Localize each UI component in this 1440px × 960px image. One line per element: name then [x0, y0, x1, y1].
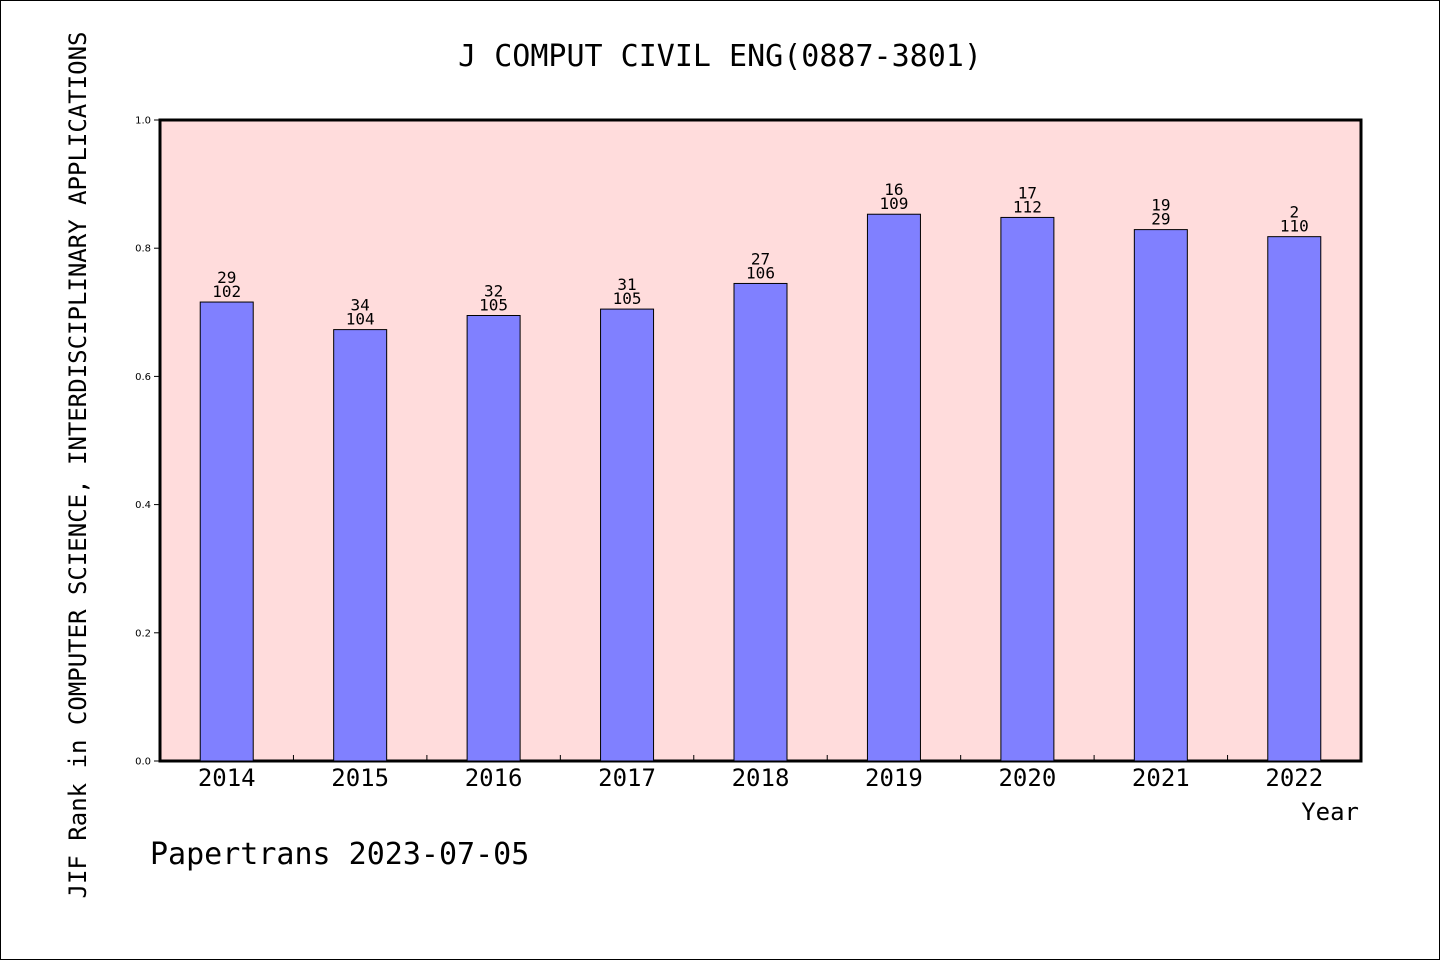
bar-total-label: 109 [879, 194, 908, 213]
bar-total-label: 110 [1280, 217, 1309, 236]
bar-2017 [600, 308, 655, 762]
bar-series [199, 213, 1322, 762]
x-tick-label: 2022 [1265, 764, 1323, 792]
bar-rank-label: 31 [617, 275, 636, 294]
bar-total-label: 29 [1151, 210, 1170, 229]
bar-rank-label: 16 [884, 180, 903, 199]
y-tick-label: 0.4 [135, 500, 151, 511]
x-tick-label: 2020 [998, 764, 1056, 792]
bar-total-label: 105 [479, 296, 508, 315]
bar-rank-label: 34 [351, 296, 370, 315]
bar-total-label: 106 [746, 263, 775, 282]
y-tick-label: 0.2 [135, 628, 151, 639]
bar-2019 [866, 213, 921, 762]
x-tick-label: 2016 [465, 764, 523, 792]
x-tick-label: 2018 [732, 764, 790, 792]
bar-rank-label: 32 [484, 282, 503, 301]
y-tick-label: 0.8 [135, 244, 151, 255]
bar-rank-label: 19 [1151, 196, 1170, 215]
bar-rank-label: 2 [1289, 203, 1299, 222]
bar-2021 [1133, 229, 1188, 762]
y-tick-label: 0.6 [135, 372, 151, 383]
bar-2014 [199, 301, 254, 762]
bar-rank-label: 29 [217, 268, 236, 287]
x-axis-label: Year [1301, 798, 1359, 826]
chart-title: J COMPUT CIVIL ENG(0887-3801) [458, 39, 982, 74]
bar-rank-label: 17 [1018, 183, 1037, 202]
bar-rank-label: 27 [751, 249, 770, 268]
bar-2020 [1000, 216, 1055, 762]
x-tick-label: 2014 [198, 764, 256, 792]
x-tick-label: 2019 [865, 764, 923, 792]
bar-2022 [1267, 236, 1322, 762]
bar-2015 [333, 329, 388, 762]
bar-total-label: 112 [1013, 197, 1042, 216]
x-tick-label: 2015 [331, 764, 389, 792]
y-axis-ticks: 0.0 0.2 0.4 0.6 0.8 1.0 [135, 116, 160, 768]
x-axis-tick-labels: 2014 2015 2016 2017 2018 2019 2020 2021 2022 [198, 764, 1323, 792]
x-tick-label: 2017 [598, 764, 656, 792]
bar-total-label: 105 [613, 289, 642, 308]
x-axis-ticks [292, 755, 1229, 761]
y-tick-label: 0.0 [135, 757, 151, 768]
bar-2016 [466, 315, 521, 762]
x-tick-label: 2021 [1132, 764, 1190, 792]
bar-2018 [733, 282, 788, 762]
footer-credit: Papertrans 2023-07-05 [150, 837, 529, 872]
bar-total-label: 102 [212, 282, 241, 301]
y-tick-label: 1.0 [135, 116, 151, 127]
bar-total-label: 104 [346, 310, 375, 329]
y-axis-label: JIF Rank in COMPUTER SCIENCE, INTERDISCI… [64, 32, 92, 899]
